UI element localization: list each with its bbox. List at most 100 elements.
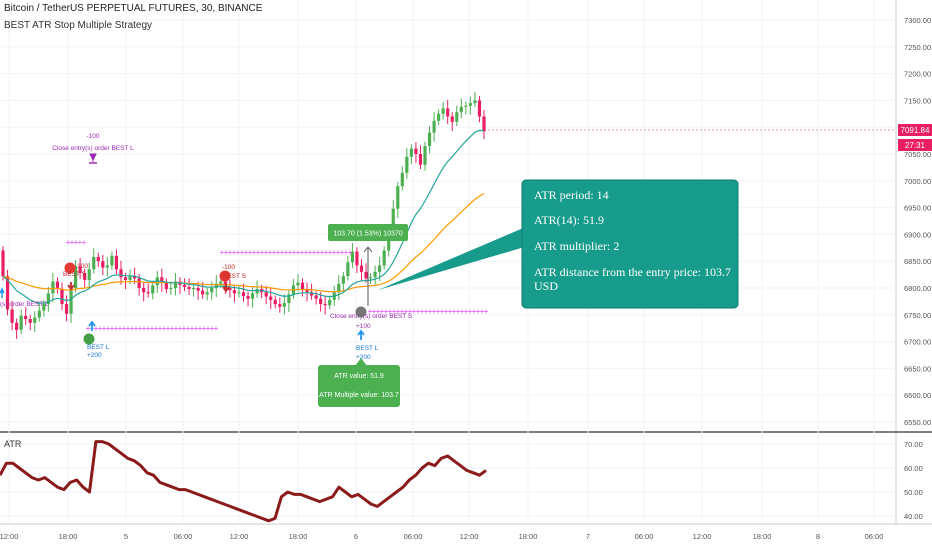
plus-marker: + — [94, 324, 99, 333]
time-tick-label: 12:00 — [230, 532, 249, 541]
candle-body — [182, 284, 187, 287]
plus-marker: + — [400, 307, 405, 316]
plus-marker: + — [324, 248, 329, 257]
candle-body — [427, 132, 432, 146]
plus-marker: + — [150, 324, 155, 333]
plus-marker: + — [388, 307, 393, 316]
candle-body — [455, 112, 459, 122]
candle-body — [464, 105, 468, 107]
plus-marker: + — [420, 307, 425, 316]
time-tick-label: 18:00 — [59, 532, 78, 541]
candle-body — [114, 255, 119, 270]
chart-title: Bitcoin / TetherUS PERPETUAL FUTURES, 30… — [4, 3, 263, 14]
plus-marker: + — [440, 307, 445, 316]
plus-marker: + — [248, 248, 253, 257]
candle-body — [51, 281, 55, 294]
plus-marker: + — [396, 307, 401, 316]
atr-tick-label: 40.00 — [904, 512, 923, 521]
strategy-name[interactable]: BEST ATR Stop Multiple Strategy — [4, 20, 153, 31]
plus-marker: + — [198, 324, 203, 333]
candle-body — [201, 290, 205, 295]
candle-body — [42, 304, 46, 311]
candle-body — [328, 299, 332, 306]
plus-marker: + — [308, 248, 313, 257]
plus-marker: + — [424, 307, 429, 316]
plus-marker: + — [292, 248, 297, 257]
best-s-1-qty: -100 — [75, 263, 88, 270]
candle-body — [5, 276, 10, 310]
plus-marker: + — [276, 248, 281, 257]
candle-body — [364, 271, 368, 279]
plus-marker: + — [74, 238, 79, 247]
candle-body — [355, 251, 359, 266]
candle-body — [409, 148, 413, 157]
price-tick-label: 6850.00 — [904, 257, 931, 266]
candle-body — [418, 154, 423, 165]
best-l-1-qty: +200 — [87, 352, 102, 359]
measure-label-box[interactable] — [328, 224, 408, 241]
best-l-2-label: BEST L — [356, 345, 379, 352]
plus-marker: + — [178, 324, 183, 333]
plus-marker: + — [66, 238, 71, 247]
candle-body — [191, 288, 196, 290]
plus-marker: + — [316, 248, 321, 257]
candle-body — [414, 148, 418, 154]
time-tick-label: 12:00 — [0, 532, 18, 541]
candle-body — [64, 304, 69, 314]
plus-marker: + — [340, 248, 345, 257]
info-atr-period: ATR period: 14 — [534, 188, 609, 202]
candle-body — [105, 265, 109, 268]
time-tick-label: 18:00 — [753, 532, 772, 541]
plus-marker: + — [280, 248, 285, 257]
plus-marker: + — [460, 307, 465, 316]
price-tick-label: 6600.00 — [904, 391, 931, 400]
candle-body — [346, 262, 350, 277]
candle-body — [187, 286, 191, 290]
candle-body — [119, 269, 123, 278]
candle-body — [341, 276, 345, 284]
candle-body — [432, 120, 436, 133]
candle-body — [282, 303, 286, 307]
plus-marker: + — [98, 324, 103, 333]
candle-body — [246, 296, 250, 299]
plus-marker: + — [244, 248, 249, 257]
candle-body — [437, 113, 441, 121]
candle-body — [264, 292, 268, 297]
candle-body — [441, 108, 445, 114]
plus-marker: + — [476, 307, 481, 316]
candle-body — [305, 289, 309, 293]
close-order-1-qty: -100 — [86, 133, 99, 140]
info-atr-multiplier: ATR multiplier: 2 — [534, 239, 619, 253]
candle-body — [46, 293, 50, 305]
info-atr-distance: ATR distance from the entry price: 103.7 — [534, 265, 731, 279]
candle-body — [196, 288, 200, 291]
price-tick-label: 6700.00 — [904, 338, 931, 347]
atr-info-box[interactable] — [521, 179, 739, 309]
plus-marker: + — [126, 324, 131, 333]
candle-body — [1, 250, 5, 277]
plus-marker: + — [432, 307, 437, 316]
atr-value-box[interactable] — [318, 365, 400, 407]
candle-body — [37, 310, 41, 318]
candle-body — [296, 282, 300, 286]
candle-body — [160, 277, 164, 283]
candle-body — [278, 304, 282, 307]
candle-body — [96, 256, 100, 262]
plus-marker: + — [384, 307, 389, 316]
time-tick-label: 18:00 — [289, 532, 308, 541]
candle-body — [368, 277, 373, 279]
candle-body — [214, 283, 218, 288]
candle-body — [287, 294, 291, 304]
best-l-1-dot-icon — [83, 333, 95, 345]
atr-pane-label[interactable]: ATR — [4, 439, 22, 449]
candle-body — [255, 289, 259, 294]
price-tick-label: 6750.00 — [904, 311, 931, 320]
plus-marker: + — [228, 248, 233, 257]
plus-marker: + — [138, 324, 143, 333]
candle-body — [405, 156, 409, 173]
plus-marker: + — [332, 248, 337, 257]
plus-marker: + — [240, 248, 245, 257]
plus-marker: + — [256, 248, 261, 257]
